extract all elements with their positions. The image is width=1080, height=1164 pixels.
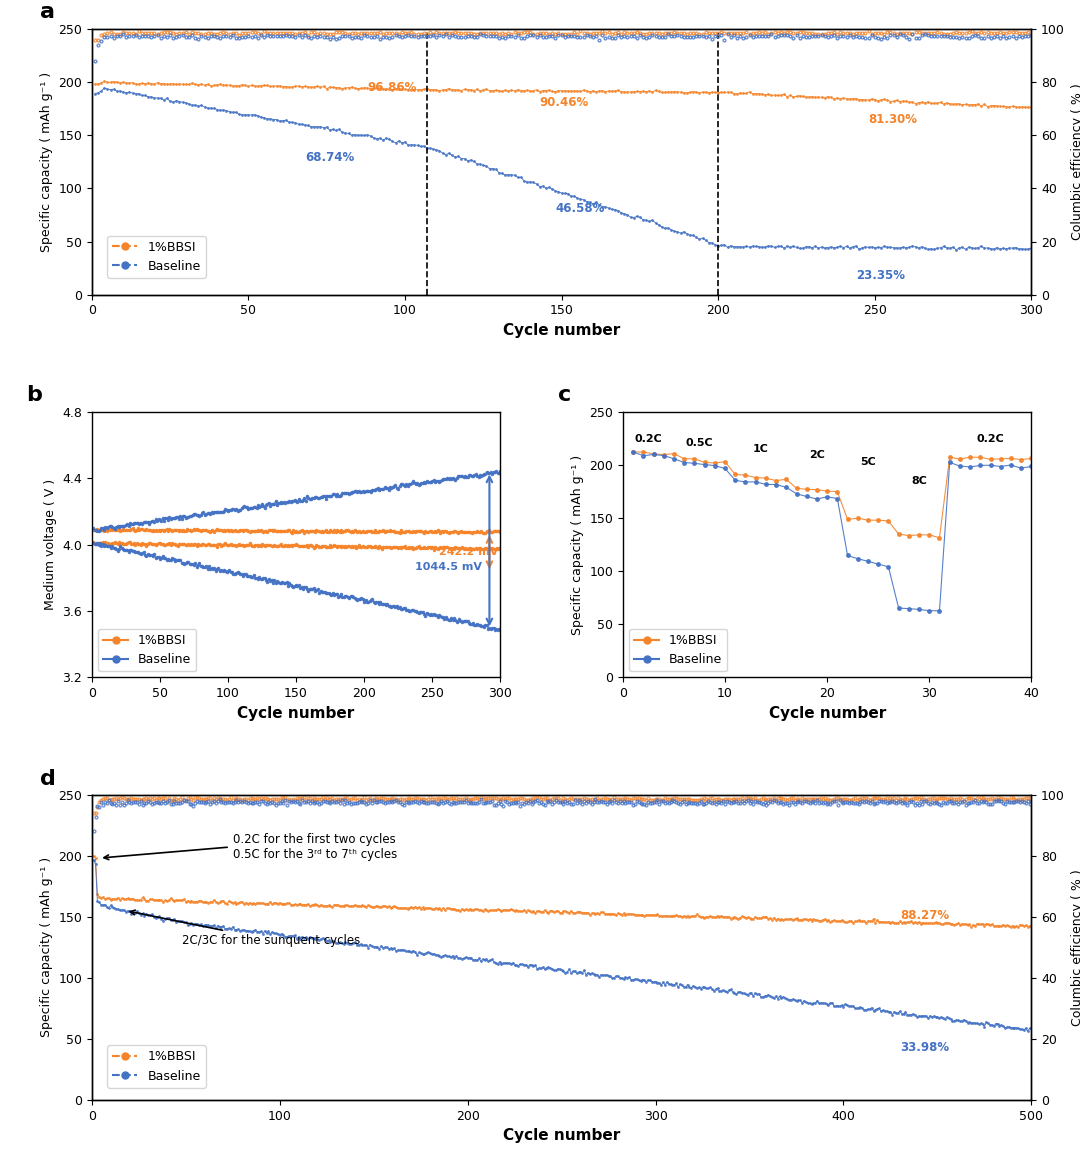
Y-axis label: Specific capacity ( mAh g⁻¹ ): Specific capacity ( mAh g⁻¹ )	[40, 857, 53, 1037]
Legend: 1%BBSI, Baseline: 1%BBSI, Baseline	[107, 235, 205, 278]
Text: 81.30%: 81.30%	[868, 113, 918, 126]
Text: 0.5C: 0.5C	[686, 438, 713, 448]
Text: 90.46%: 90.46%	[540, 95, 589, 108]
Text: 68.74%: 68.74%	[305, 151, 354, 164]
Y-axis label: Medium voltage ( V ): Medium voltage ( V )	[43, 480, 56, 610]
Text: 23.35%: 23.35%	[856, 269, 905, 282]
Text: 1C: 1C	[753, 445, 769, 454]
Text: 242.2 mV: 242.2 mV	[440, 547, 498, 558]
X-axis label: Cycle number: Cycle number	[503, 1128, 620, 1143]
Text: 1044.5 mV: 1044.5 mV	[415, 561, 482, 572]
Text: 0.5C for the 3ʳᵈ to 7ᵗʰ cycles: 0.5C for the 3ʳᵈ to 7ᵗʰ cycles	[233, 849, 397, 861]
Text: 0.2C: 0.2C	[635, 433, 662, 443]
Legend: 1%BBSI, Baseline: 1%BBSI, Baseline	[630, 629, 727, 672]
Y-axis label: Columbic efficiency ( % ): Columbic efficiency ( % )	[1070, 868, 1080, 1025]
Text: 2C: 2C	[809, 449, 825, 460]
Text: 8C: 8C	[912, 476, 927, 487]
Text: c: c	[557, 385, 570, 405]
Text: a: a	[40, 2, 55, 22]
Text: 88.27%: 88.27%	[900, 909, 949, 922]
Y-axis label: Specific capacity ( mAh g⁻¹ ): Specific capacity ( mAh g⁻¹ )	[40, 72, 53, 251]
Legend: 1%BBSI, Baseline: 1%BBSI, Baseline	[98, 629, 197, 672]
X-axis label: Cycle number: Cycle number	[238, 705, 354, 721]
Text: 0.2C: 0.2C	[976, 433, 1004, 443]
X-axis label: Cycle number: Cycle number	[769, 705, 886, 721]
Legend: 1%BBSI, Baseline: 1%BBSI, Baseline	[107, 1045, 205, 1087]
X-axis label: Cycle number: Cycle number	[503, 322, 620, 338]
Text: 2C/3C for the sunquent cycles: 2C/3C for the sunquent cycles	[131, 910, 361, 946]
Text: 96.86%: 96.86%	[367, 80, 417, 94]
Text: 0.2C for the first two cycles: 0.2C for the first two cycles	[104, 833, 395, 860]
Y-axis label: Specific capacity ( mAh g⁻¹ ): Specific capacity ( mAh g⁻¹ )	[570, 455, 583, 634]
Text: 5C: 5C	[860, 457, 876, 467]
Text: 33.98%: 33.98%	[900, 1041, 949, 1055]
Text: 46.58%: 46.58%	[555, 201, 605, 215]
Y-axis label: Columbic efficiency ( % ): Columbic efficiency ( % )	[1070, 84, 1080, 240]
Text: b: b	[26, 385, 42, 405]
Text: d: d	[40, 769, 56, 789]
